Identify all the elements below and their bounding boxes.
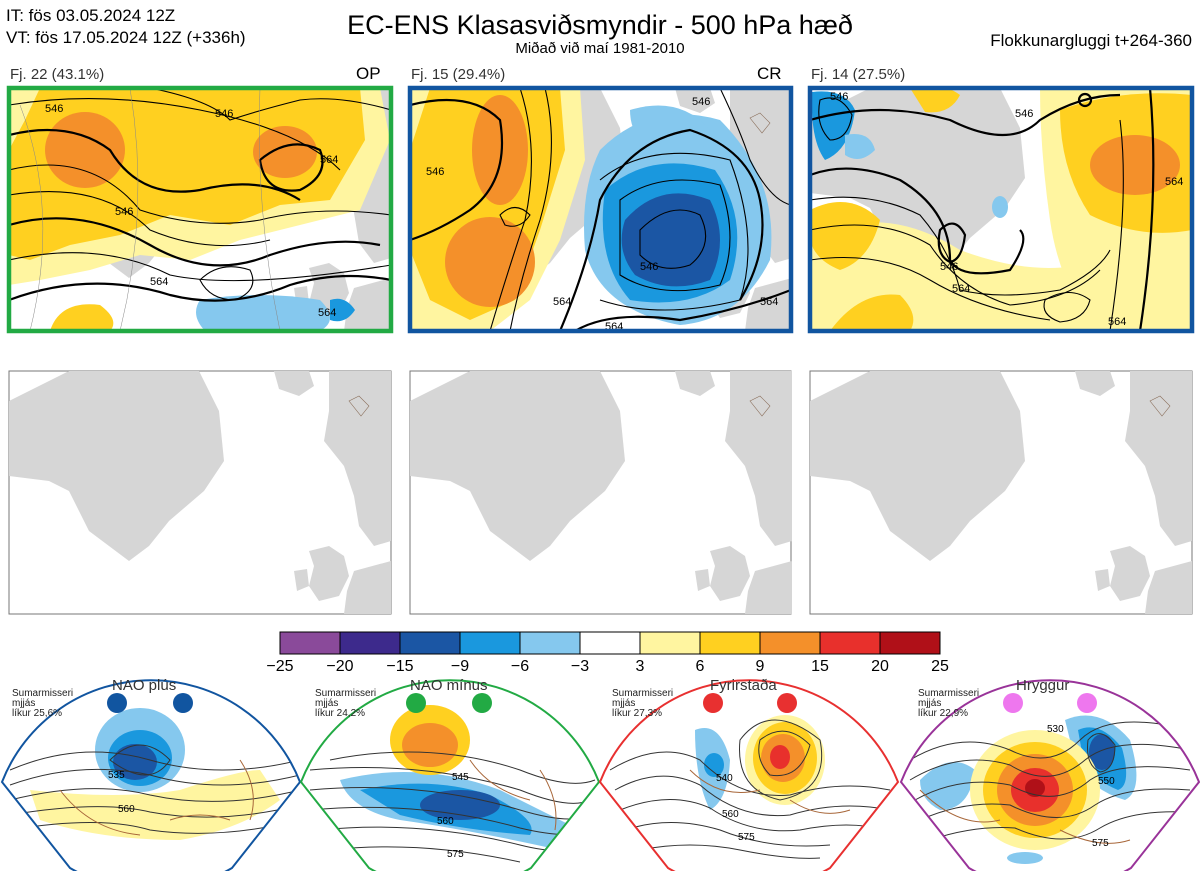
regime-contour-label: 535 <box>108 770 125 781</box>
blank-map-3 <box>809 370 1193 615</box>
blank-map-2 <box>409 370 793 615</box>
regime-4-title: Hryggur <box>1016 677 1070 694</box>
cluster-2-frame <box>407 85 794 334</box>
colorbar-cell <box>399 631 461 655</box>
colorbar-tick-label: −15 <box>386 658 413 675</box>
regime-contour-label: 575 <box>447 849 464 860</box>
cluster-1-tag: OP <box>356 64 381 83</box>
regime-contour-label: 560 <box>437 816 454 827</box>
cluster-2-contour-label: 564 <box>553 296 571 308</box>
regime-ridge: 530 550 575 <box>899 679 1200 871</box>
cluster-1-contour-label: 546 <box>115 206 133 218</box>
colorbar-tick-label: −6 <box>511 658 529 675</box>
cluster-3-contour-label: 564 <box>952 283 970 295</box>
colorbar-cell <box>639 631 701 655</box>
cluster-3-contour-label: 546 <box>1015 108 1033 120</box>
regime-3-note: Sumarmisseri mjjás líkur 27,3% <box>612 688 674 719</box>
regime-contour-label: 540 <box>716 773 733 784</box>
colorbar-cell <box>759 631 821 655</box>
regime-1-note: Sumarmisseri mjjás líkur 25,6% <box>12 688 74 719</box>
regime-nao-minus: 545 560 575 <box>299 679 601 871</box>
cluster-3-contour-label: 546 <box>940 261 958 273</box>
cluster-map-1: 546 546 564 546 564 564 <box>9 88 391 331</box>
colorbar-cell <box>459 631 521 655</box>
valid-time: VT: fös 17.05.2024 12Z (+336h) <box>6 28 246 47</box>
colorbar-cell <box>279 631 341 655</box>
colorbar-tick-label: 20 <box>871 658 889 675</box>
cluster-2-label: Fj. 15 (29.4%) <box>411 66 506 83</box>
cluster-3-contour-label: 546 <box>830 91 848 103</box>
colorbar-tick-label: −25 <box>266 658 293 675</box>
regime-contour-label: 545 <box>452 772 469 783</box>
colorbar-tick-label: −9 <box>451 658 469 675</box>
regime-2-note: Sumarmisseri mjjás líkur 24,2% <box>315 688 377 719</box>
colorbar-cell <box>699 631 761 655</box>
cluster-3-label: Fj. 14 (27.5%) <box>811 66 906 83</box>
cluster-1-frame <box>6 85 394 334</box>
cluster-1-contour-label: 546 <box>215 108 233 120</box>
colorbar-tick-label: −3 <box>571 658 589 675</box>
colorbar-tick-label: 6 <box>696 658 705 675</box>
regime-contour-label: 575 <box>1092 838 1109 849</box>
cluster-2-contour-label: 546 <box>640 261 658 273</box>
colorbar-tick-label: 25 <box>931 658 949 675</box>
regime-3-title: Fyrirstaða <box>710 677 777 694</box>
cluster-2-contour-label: 546 <box>692 96 710 108</box>
colorbar-cell <box>339 631 401 655</box>
cluster-1-contour-label: 564 <box>150 276 168 288</box>
regime-2-title: NAO mínus <box>410 677 488 694</box>
cluster-3-contour-label: 564 <box>1165 176 1183 188</box>
colorbar-tick-label: 9 <box>756 658 765 675</box>
initial-time: IT: fös 03.05.2024 12Z <box>6 6 176 25</box>
regime-contour-label: 575 <box>738 832 755 843</box>
cluster-1-label: Fj. 22 (43.1%) <box>10 66 105 83</box>
colorbar-tick-label: 3 <box>636 658 645 675</box>
regime-contour-label: 560 <box>722 809 739 820</box>
regime-nao-plus: 535 560 <box>0 679 302 871</box>
colorbar-tick-labels: −25 −20 −15 −9 −6 −3 3 6 9 15 20 25 <box>266 658 949 675</box>
regime-blocking: 540 560 575 <box>598 679 900 871</box>
colorbar-cell <box>879 631 941 655</box>
regime-contour-label: 560 <box>118 804 135 815</box>
cluster-3-frame <box>807 85 1195 334</box>
cluster-2-contour-label: 564 <box>605 321 623 333</box>
page-title: EC-ENS Klasasviðsmyndir - 500 hPa hæð <box>347 10 853 40</box>
cluster-2-tag: CR <box>757 64 782 83</box>
regime-1-title: NAO plús <box>112 677 177 694</box>
page-subtitle: Miðað við maí 1981-2010 <box>515 40 685 57</box>
colorbar-cell <box>519 631 581 655</box>
cluster-1-contour-label: 564 <box>320 154 338 166</box>
colorbar-cell <box>579 631 641 655</box>
cluster-2-contour-label: 564 <box>760 296 778 308</box>
regime-contour-label: 550 <box>1098 776 1115 787</box>
blank-map-1 <box>8 370 392 615</box>
regime-4-note: Sumarmisseri mjjás líkur 22,9% <box>918 688 980 719</box>
cluster-1-contour-label: 546 <box>45 103 63 115</box>
colorbar-cell <box>819 631 881 655</box>
regime-contour-label: 530 <box>1047 724 1064 735</box>
cluster-1-contour-label: 564 <box>318 307 336 319</box>
header-info: IT: fös 03.05.2024 12Z VT: fös 17.05.202… <box>6 5 246 49</box>
cluster-2-contour-label: 546 <box>426 166 444 178</box>
colorbar-tick-label: −20 <box>326 658 353 675</box>
cluster-3-contour-label: 564 <box>1108 316 1126 328</box>
clustering-window: Flokkunargluggi t+264-360 <box>990 31 1192 50</box>
anomaly-colorbar <box>279 631 941 655</box>
cluster-map-2: 546 546 546 564 564 564 <box>410 88 791 333</box>
cluster-map-3: 546 546 546 564 564 564 <box>810 88 1192 331</box>
colorbar-tick-label: 15 <box>811 658 829 675</box>
